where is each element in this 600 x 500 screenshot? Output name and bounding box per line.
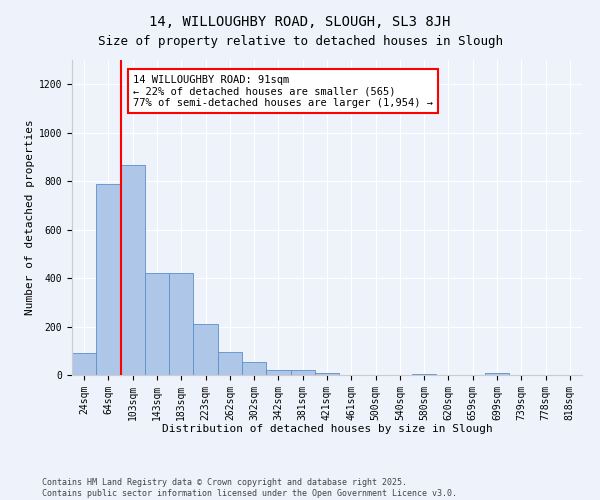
- Bar: [121, 166, 145, 375]
- Bar: [145, 273, 169, 375]
- Bar: [412, 374, 436, 375]
- Bar: [169, 273, 193, 375]
- X-axis label: Distribution of detached houses by size in Slough: Distribution of detached houses by size …: [161, 424, 493, 434]
- Y-axis label: Number of detached properties: Number of detached properties: [25, 120, 35, 316]
- Text: 14 WILLOUGHBY ROAD: 91sqm
← 22% of detached houses are smaller (565)
77% of semi: 14 WILLOUGHBY ROAD: 91sqm ← 22% of detac…: [133, 74, 433, 108]
- Bar: [485, 372, 509, 375]
- Bar: [266, 370, 290, 375]
- Bar: [218, 352, 242, 375]
- Bar: [315, 372, 339, 375]
- Text: Size of property relative to detached houses in Slough: Size of property relative to detached ho…: [97, 35, 503, 48]
- Bar: [72, 353, 96, 375]
- Bar: [242, 362, 266, 375]
- Text: Contains HM Land Registry data © Crown copyright and database right 2025.
Contai: Contains HM Land Registry data © Crown c…: [42, 478, 457, 498]
- Bar: [193, 324, 218, 375]
- Bar: [290, 370, 315, 375]
- Bar: [96, 184, 121, 375]
- Text: 14, WILLOUGHBY ROAD, SLOUGH, SL3 8JH: 14, WILLOUGHBY ROAD, SLOUGH, SL3 8JH: [149, 15, 451, 29]
